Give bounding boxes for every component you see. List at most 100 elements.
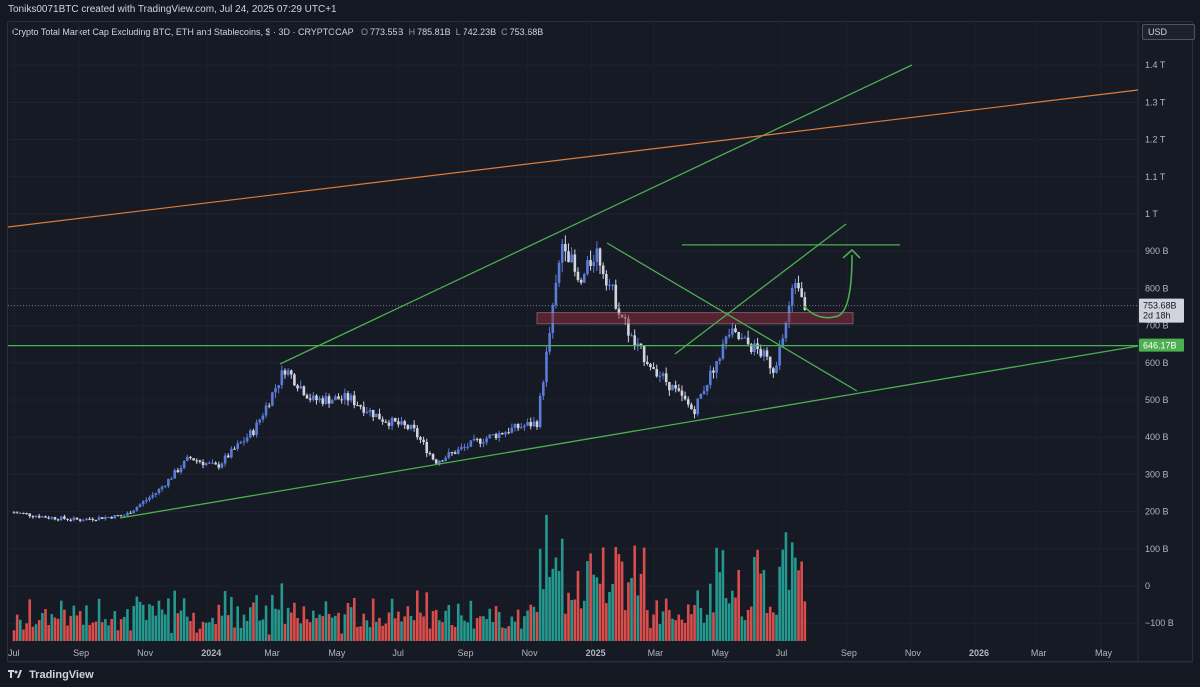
candle-body <box>636 343 640 346</box>
volume-bar <box>321 616 325 641</box>
currency-button[interactable]: USD <box>1142 24 1195 40</box>
candle-body <box>41 516 44 518</box>
candle-body <box>242 441 246 443</box>
candle-body <box>690 404 693 410</box>
candle-body <box>119 515 123 517</box>
volume-bar <box>567 592 570 641</box>
candle-body <box>434 459 438 464</box>
volume-bar <box>145 619 148 641</box>
low-value: 742.23B <box>462 27 497 37</box>
candle-body <box>151 494 154 498</box>
volume-bar <box>419 612 422 641</box>
y-tick-label: 300 B <box>1145 469 1169 479</box>
volume-bar <box>630 578 633 641</box>
candle-body <box>293 374 296 386</box>
candle-body <box>709 370 712 385</box>
candle-body <box>239 442 243 444</box>
candle-body <box>334 396 337 401</box>
candle-body <box>582 273 586 283</box>
volume-bar <box>25 623 28 641</box>
high-value: 785.81B <box>417 27 451 37</box>
candle-body <box>267 405 271 407</box>
candle-body <box>504 432 507 435</box>
candle-body <box>441 460 444 462</box>
y-tick-label: 700 B <box>1145 321 1169 331</box>
volume-bar <box>267 634 271 641</box>
candle-body <box>69 519 73 521</box>
volume-bar <box>803 601 807 641</box>
candle-body <box>104 517 107 519</box>
volume-bar <box>242 614 246 641</box>
long-term-resistance-line <box>7 89 1139 228</box>
candle-body <box>138 504 142 508</box>
candle-body <box>157 489 161 494</box>
candle-body <box>699 393 703 399</box>
candle-body <box>579 279 583 283</box>
volume-bar <box>491 621 495 641</box>
volume-bar <box>63 609 66 641</box>
candle-body <box>44 516 47 518</box>
candle-body <box>107 516 110 518</box>
volume-bar <box>286 607 290 641</box>
volume-bar <box>611 583 614 641</box>
volume-bar <box>573 599 577 641</box>
volume-bar <box>384 623 388 641</box>
candle-body <box>712 370 715 373</box>
candle-body <box>491 434 495 436</box>
candle-body <box>466 446 470 448</box>
volume-bar <box>772 612 775 641</box>
footer-brand[interactable]: TradingView <box>8 666 94 684</box>
volume-bar <box>579 608 583 641</box>
volume-bar <box>598 583 602 641</box>
candle-body <box>425 441 429 454</box>
y-tick-label: −100 B <box>1145 618 1174 628</box>
volume-bar <box>444 610 447 641</box>
candle-body <box>614 284 618 309</box>
y-tick-label: 200 B <box>1145 507 1169 517</box>
volume-bar <box>529 604 533 641</box>
candle-body <box>132 510 136 514</box>
candle-body <box>658 375 662 377</box>
volume-bar <box>100 622 104 641</box>
volume-bar <box>589 553 592 641</box>
volume-bar <box>378 617 381 641</box>
volume-bar <box>66 625 69 641</box>
volume-bar <box>781 549 785 641</box>
candle-body <box>573 254 577 272</box>
volume-bar <box>595 577 599 641</box>
volume-bar <box>460 615 463 641</box>
candle-body <box>85 518 88 521</box>
x-tick-label: Jul <box>8 648 20 658</box>
volume-bar <box>586 561 589 641</box>
volume-bar <box>677 614 681 641</box>
volume-bar <box>674 620 677 641</box>
volume-bar <box>693 605 696 641</box>
volume-bar <box>696 590 700 641</box>
volume-bar <box>532 606 536 641</box>
credit-text: Toniks0071BTC created with TradingView.c… <box>8 4 337 15</box>
candle-body <box>75 517 79 520</box>
volume-bar <box>154 615 158 641</box>
candle-body <box>201 461 205 466</box>
volume-bar <box>737 569 740 641</box>
y-tick-label: 0 <box>1145 581 1150 591</box>
volume-bar <box>135 596 139 641</box>
volume-bar <box>746 609 750 641</box>
candle-body <box>696 398 700 415</box>
volume-bar <box>381 625 384 641</box>
candle-body <box>488 434 492 439</box>
candle-body <box>352 395 356 406</box>
volume-bar <box>759 573 763 641</box>
candle-body <box>535 421 539 427</box>
projection-arrow-icon <box>842 248 861 259</box>
chart-frame[interactable] <box>7 21 1193 662</box>
candle-body <box>59 516 63 520</box>
volume-bar <box>475 618 479 641</box>
volume-bar <box>141 604 145 641</box>
candle-body <box>97 517 101 521</box>
price-axis: 1.4 T 1.3 T 1.2 T 1.1 T 1 T 900 B 800 B 700 B 60… <box>1145 60 1174 628</box>
volume-bar <box>107 625 110 641</box>
candle-body <box>53 517 57 520</box>
